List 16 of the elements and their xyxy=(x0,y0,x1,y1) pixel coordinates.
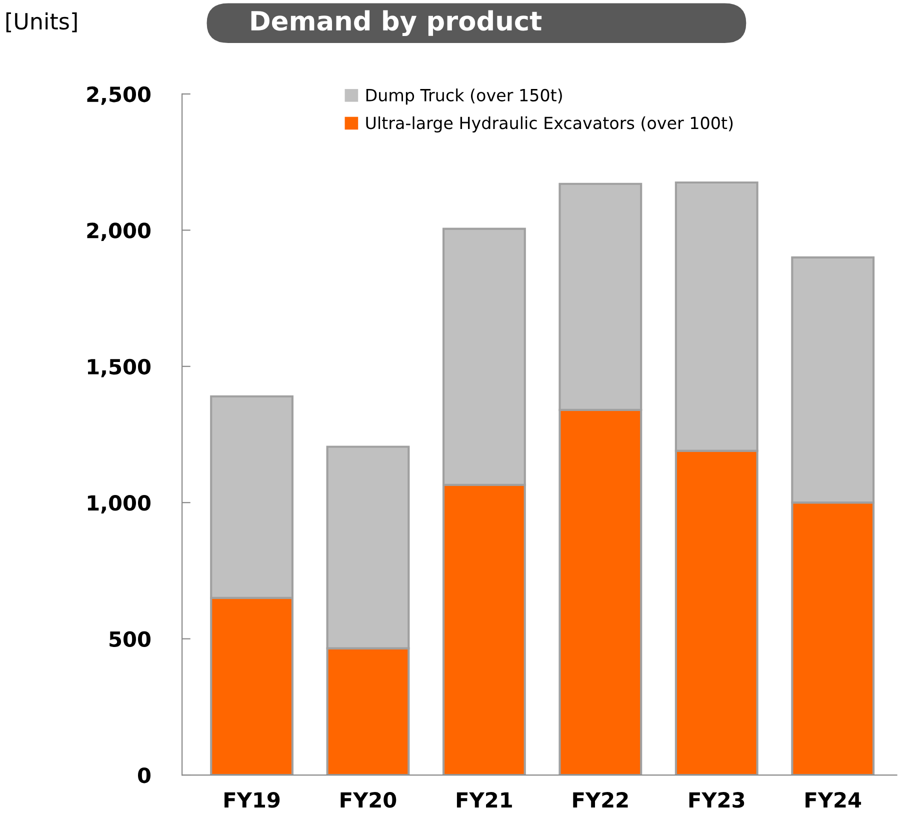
x-tick-label: FY24 xyxy=(806,792,862,808)
y-axis-title: [Units] xyxy=(6,12,77,32)
y-tick-label: 1,500 xyxy=(88,358,150,378)
y-tick-label: 2,500 xyxy=(87,86,150,105)
x-tick-label: FY21 xyxy=(456,792,512,808)
x-tick-label: FY20 xyxy=(340,792,396,808)
y-tick-label: 500 xyxy=(110,631,150,648)
x-tick-label: FY22 xyxy=(573,792,628,808)
x-tick-label: FY19 xyxy=(224,792,280,808)
y-tick-label: 1,000 xyxy=(88,495,150,514)
y-tick-label: 2,000 xyxy=(87,222,150,242)
legend-label: Ultra-large Hydraulic Excavators (over 100t) xyxy=(366,116,733,132)
legend-label: Dump Truck (over 150t) xyxy=(366,88,562,105)
y-tick-label: 0 xyxy=(138,767,150,784)
x-tick-label: FY23 xyxy=(689,792,744,808)
chart-title: Demand by product xyxy=(251,10,542,36)
